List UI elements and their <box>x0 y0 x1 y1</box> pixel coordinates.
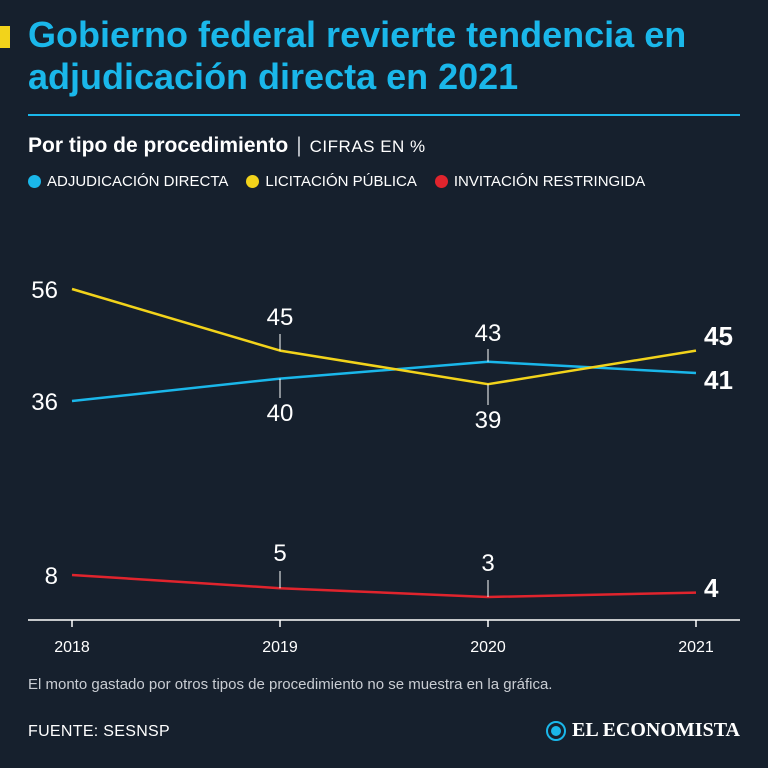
legend: ADJUDICACIÓN DIRECTA LICITACIÓN PÚBLICA … <box>28 173 645 190</box>
data-label-invitacion-2018: 8 <box>45 563 58 590</box>
legend-item-invitacion: INVITACIÓN RESTRINGIDA <box>434 173 646 190</box>
x-tick-label-2018: 2018 <box>54 639 90 656</box>
legend-item-adjudicacion: ADJUDICACIÓN DIRECTA <box>28 173 228 190</box>
accent-bar <box>0 26 10 48</box>
footnote: El monto gastado por otros tipos de proc… <box>28 676 553 693</box>
legend-label-adjudicacion: ADJUDICACIÓN DIRECTA <box>47 173 229 190</box>
units-label: CIFRAS EN % <box>309 137 426 156</box>
legend-label-invitacion: INVITACIÓN RESTRINGIDA <box>453 173 646 190</box>
data-label-licitacion-2020: 39 <box>475 407 502 434</box>
legend-dot-invitacion <box>434 175 448 188</box>
x-tick-label-2019: 2019 <box>262 639 298 656</box>
source: FUENTE: SESNSP <box>28 723 171 740</box>
data-label-adjudicacion-2019: 40 <box>267 400 294 427</box>
series-line-licitacion <box>71 287 697 386</box>
data-label-invitacion-2019: 5 <box>273 540 286 567</box>
legend-dot-adjudicacion <box>28 175 41 188</box>
x-tick-label-2020: 2020 <box>470 639 506 656</box>
x-tick-label-2021: 2021 <box>678 639 714 656</box>
subtitle: Por tipo de procedimiento <box>28 134 289 157</box>
brand-name: EL ECONOMISTA <box>572 719 740 741</box>
legend-label-licitacion: LICITACIÓN PÚBLICA <box>265 173 417 190</box>
data-label-adjudicacion-2018: 36 <box>31 389 58 416</box>
brand-mark-icon <box>546 720 566 741</box>
data-label-invitacion-2021: 4 <box>704 573 719 603</box>
data-label-adjudicacion-2020: 43 <box>475 320 502 347</box>
brand-logo: EL ECONOMISTA <box>546 719 740 742</box>
subtitle-separator: | <box>296 134 302 157</box>
legend-dot-licitacion <box>246 175 260 188</box>
legend-item-licitacion: LICITACIÓN PÚBLICA <box>246 173 417 190</box>
data-label-licitacion-2018: 56 <box>31 277 58 304</box>
data-label-adjudicacion-2021: 41 <box>704 365 733 395</box>
series-line-invitacion <box>71 573 697 599</box>
chart-title: Gobierno federal revierte tendencia en a… <box>28 14 687 97</box>
title-rule <box>28 114 740 116</box>
data-label-licitacion-2021: 45 <box>704 321 733 351</box>
subtitle-row: Por tipo de procedimiento | CIFRAS EN % <box>28 134 426 158</box>
data-label-invitacion-2020: 3 <box>481 550 494 577</box>
data-label-licitacion-2019: 45 <box>267 304 294 331</box>
